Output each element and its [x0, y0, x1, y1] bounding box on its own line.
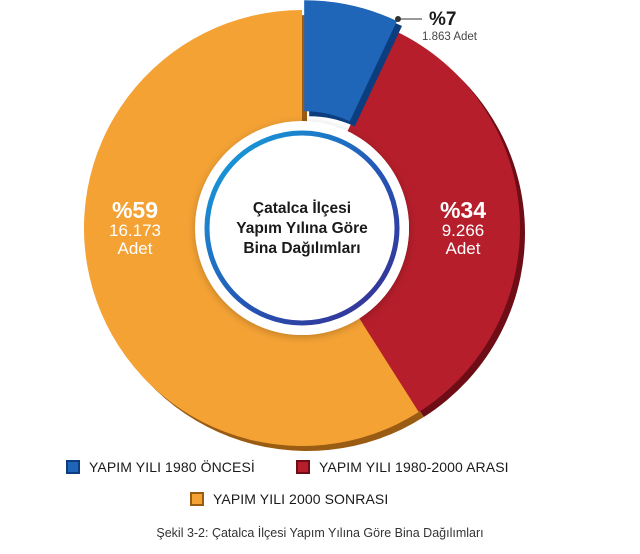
data-label-unit-2000-sonrasi: Adet — [118, 239, 153, 258]
legend-item-2000-sonrasi: YAPIM YILI 2000 SONRASI — [190, 491, 388, 507]
data-label-unit-1980-2000: Adet — [446, 239, 481, 258]
legend-swatch-blue — [66, 460, 80, 474]
chart-title-line-2: Yapım Yılına Göre — [236, 220, 368, 237]
slice-1980-2000-arasi — [347, 30, 520, 413]
data-label-percent-2000-sonrasi: %59 — [112, 197, 158, 223]
data-label-count-1980-2000: 9.266 — [442, 221, 485, 240]
legend-label: YAPIM YILI 1980-2000 ARASI — [319, 459, 509, 475]
data-label-percent-1980-oncesi: %7 — [429, 9, 456, 30]
callout-dot — [395, 16, 401, 22]
chart-title: Çatalca İlçesi Yapım Yılına Göre Bina Dağı… — [236, 200, 368, 257]
legend-item-1980-2000-arasi: YAPIM YILI 1980-2000 ARASI — [296, 459, 509, 475]
legend-label: YAPIM YILI 2000 SONRASI — [213, 491, 389, 507]
slice-2000-sonrasi — [83, 10, 419, 446]
chart-title-line-1: Çatalca İlçesi — [253, 200, 351, 217]
data-label-count-1980-oncesi: 1.863 Adet — [422, 31, 478, 43]
data-label-count-2000-sonrasi: 16.173 — [109, 221, 161, 240]
legend-item-1980-oncesi: YAPIM YILI 1980 ÖNCESİ — [66, 459, 255, 475]
legend-label: YAPIM YILI 1980 ÖNCESİ — [89, 459, 255, 475]
data-label-percent-1980-2000: %34 — [440, 197, 486, 223]
center-disc — [195, 121, 409, 335]
slices-layer — [83, 0, 525, 452]
legend-swatch-red — [296, 460, 310, 474]
legend: YAPIM YILI 1980 ÖNCESİ YAPIM YILI 1980-2… — [0, 454, 640, 518]
figure-caption: Şekil 3-2: Çatalca İlçesi Yapım Yılına G… — [156, 526, 484, 540]
legend-swatch-orange — [190, 492, 204, 506]
slice-1980-oncesi — [304, 0, 397, 122]
chart-title-line-3: Bina Dağılımları — [243, 240, 360, 257]
